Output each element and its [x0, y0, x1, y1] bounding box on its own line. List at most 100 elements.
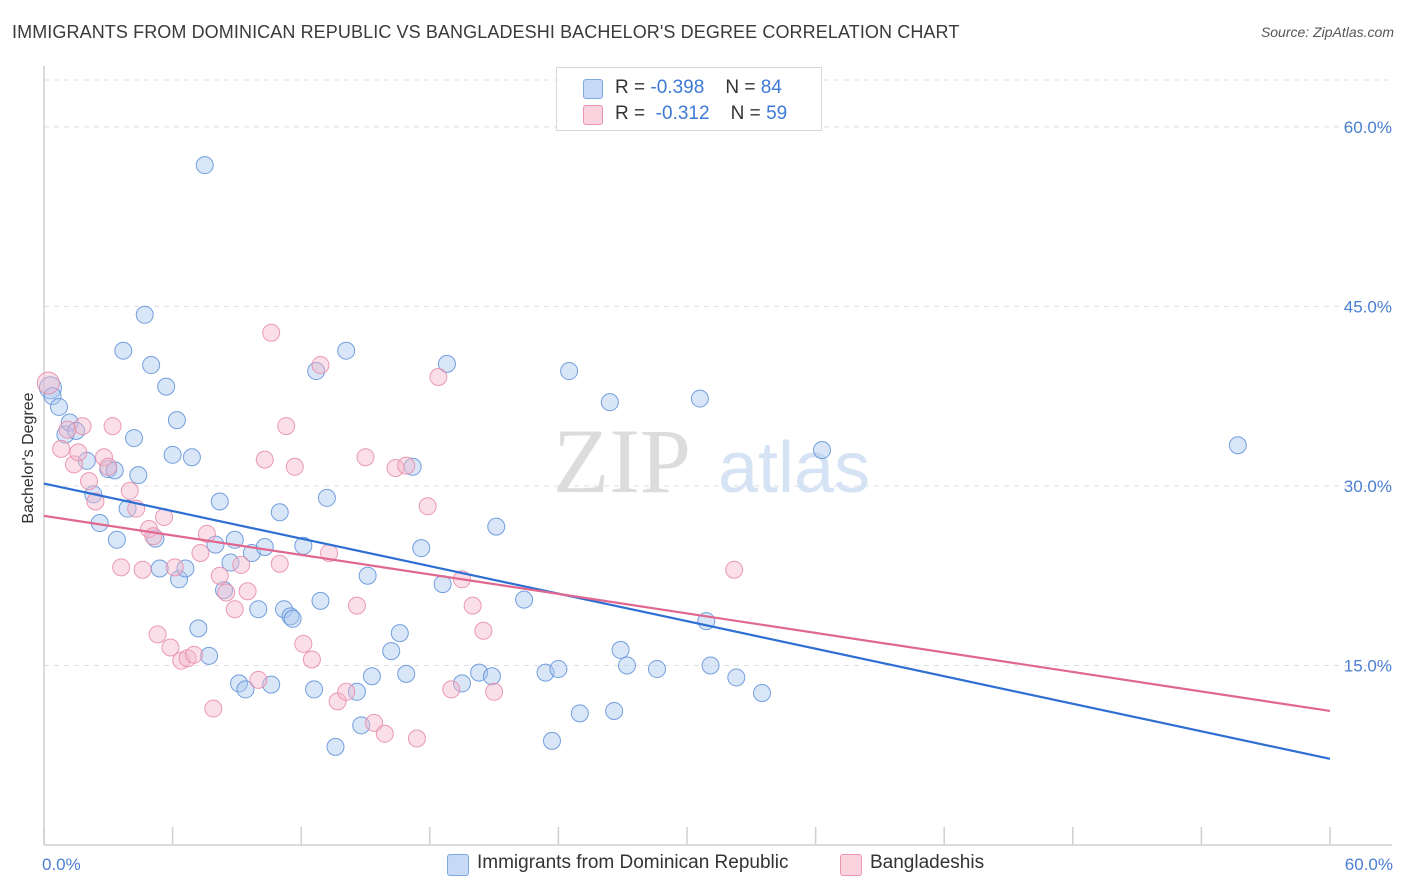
- point-bangladeshi: [238, 582, 257, 601]
- point-bangladeshi: [217, 583, 236, 602]
- point-dominican: [337, 341, 356, 360]
- point-dominican: [189, 619, 208, 638]
- point-dominican: [142, 356, 161, 375]
- n-value: 84: [760, 77, 782, 98]
- point-bangladeshi: [232, 555, 251, 574]
- point-dominican: [347, 682, 366, 701]
- point-dominican: [605, 701, 624, 720]
- point-bangladeshi: [95, 448, 114, 467]
- point-bangladeshi: [262, 323, 281, 342]
- chart-source: Source: ZipAtlas.com: [1260, 24, 1394, 40]
- axes: [43, 66, 1392, 846]
- point-bangladeshi: [255, 450, 274, 469]
- point-dominican: [362, 667, 381, 686]
- point-dominican: [560, 362, 579, 381]
- point-dominican: [167, 411, 186, 430]
- point-dominican: [255, 537, 274, 556]
- n-value: 59: [766, 103, 788, 124]
- point-dominican: [727, 668, 746, 687]
- point-dominican: [600, 393, 619, 412]
- point-bangladeshi: [144, 527, 163, 546]
- point-bangladeshi: [99, 457, 118, 476]
- r-value: -0.398: [650, 77, 705, 98]
- point-dominican: [701, 656, 720, 675]
- point-dominican: [570, 704, 589, 723]
- point-bangladeshi: [225, 600, 244, 619]
- series-legend: Immigrants from Dominican Republic Bangl…: [0, 852, 1406, 878]
- point-dominican: [482, 667, 501, 686]
- point-bangladeshi: [474, 621, 493, 640]
- r-label: R =: [615, 77, 646, 98]
- point-dominican: [150, 559, 169, 578]
- series1-swatch: [447, 854, 469, 876]
- point-bangladeshi: [285, 457, 304, 476]
- point-dominican: [382, 642, 401, 661]
- point-bangladeshi: [418, 497, 437, 516]
- point-dominican: [129, 466, 148, 485]
- point-bangladeshi: [185, 645, 204, 664]
- point-dominican: [114, 341, 133, 360]
- point-bangladeshi: [133, 560, 152, 579]
- point-bangladeshi: [69, 443, 88, 462]
- point-dominican: [542, 731, 561, 750]
- point-bangladeshi: [103, 417, 122, 436]
- point-dominican: [397, 664, 416, 683]
- series2-swatch: [840, 854, 862, 876]
- point-dominican: [617, 656, 636, 675]
- point-dominican: [549, 660, 568, 679]
- point-dominican: [1228, 436, 1247, 455]
- point-dominican: [437, 354, 456, 373]
- point-dominican: [182, 448, 201, 467]
- point-dominican: [317, 488, 336, 507]
- point-bangladeshi: [397, 456, 416, 475]
- y-tick-label: 60.0%: [1344, 118, 1392, 137]
- point-dominican: [163, 445, 182, 464]
- point-dominican: [107, 530, 126, 549]
- point-dominican: [647, 660, 666, 679]
- point-bangladeshi: [161, 638, 180, 657]
- point-dominican: [249, 600, 268, 619]
- y-tick-label: 45.0%: [1344, 297, 1392, 316]
- x-tick-label: 60.0%: [1345, 855, 1393, 874]
- point-bangladeshi: [429, 368, 448, 387]
- point-bangladeshi: [270, 554, 289, 573]
- series1-swatch: [583, 79, 603, 99]
- point-bangladeshi: [356, 448, 375, 467]
- point-bangladeshi: [463, 596, 482, 615]
- point-bangladeshi: [210, 566, 229, 585]
- point-dominican: [311, 591, 330, 610]
- point-dominican: [283, 609, 302, 628]
- point-bangladeshi: [191, 543, 210, 562]
- point-dominican: [195, 156, 214, 175]
- point-bangladeshi: [386, 458, 405, 477]
- point-bangladeshi: [311, 356, 330, 375]
- point-dominican: [170, 570, 189, 589]
- point-dominican: [358, 566, 377, 585]
- point-bangladeshi: [120, 481, 139, 500]
- point-bangladeshi: [165, 558, 184, 577]
- point-bangladeshi: [347, 596, 366, 615]
- point-bangladeshi: [58, 420, 77, 439]
- point-bangladeshi: [52, 439, 71, 458]
- stats-legend: R = -0.398 N = 84 R = -0.312 N = 59: [556, 67, 822, 131]
- point-dominican: [412, 539, 431, 558]
- point-bangladeshi: [294, 634, 313, 653]
- chart-title: IMMIGRANTS FROM DOMINICAN REPUBLIC VS BA…: [12, 22, 960, 42]
- point-bangladeshi: [725, 560, 744, 579]
- point-dominican: [515, 590, 534, 609]
- y-axis-title: Bachelor's Degree: [20, 392, 37, 523]
- point-dominican: [236, 680, 255, 699]
- point-dominican: [125, 429, 144, 448]
- point-dominican: [200, 646, 219, 665]
- point-dominican: [43, 387, 62, 406]
- point-dominican: [326, 737, 345, 756]
- point-bangladeshi: [80, 472, 99, 491]
- point-bangladeshi: [112, 558, 131, 577]
- point-dominican: [50, 397, 69, 416]
- legend-label: Immigrants from Dominican Republic: [477, 852, 789, 873]
- point-dominican: [270, 503, 289, 522]
- gridlines: [44, 79, 1392, 666]
- point-bangladeshi: [204, 699, 223, 718]
- point-dominican: [305, 680, 324, 699]
